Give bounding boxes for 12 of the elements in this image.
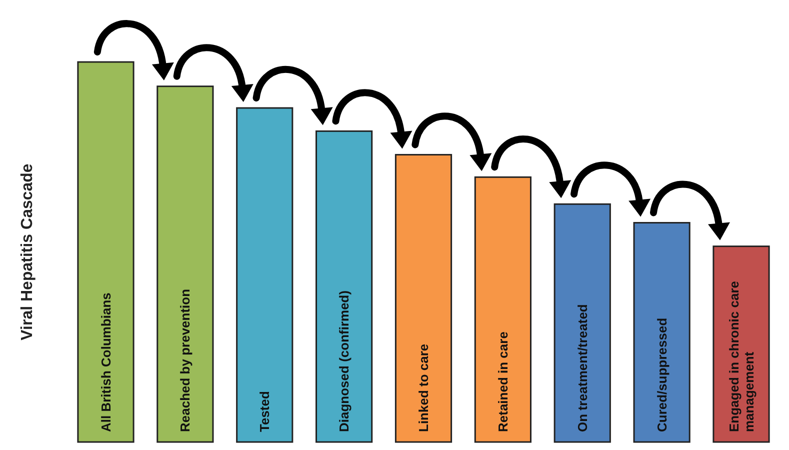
x-tick-label: Engaged in chronic care management bbox=[726, 281, 756, 432]
bar bbox=[712, 246, 770, 443]
x-tick-label: Linked to care bbox=[416, 344, 432, 432]
x-tick-label: On treatment/treated bbox=[574, 304, 590, 432]
x-tick-label: Tested bbox=[257, 391, 272, 432]
x-tick-label: All British Columbians bbox=[98, 292, 114, 432]
bar bbox=[554, 203, 611, 443]
y-axis-title: Viral Hepatitis Cascade bbox=[19, 164, 36, 340]
x-tick-label: Cured/suppressed bbox=[654, 318, 670, 432]
x-tick-label: Retained in care bbox=[495, 332, 510, 432]
x-tick-label: Reached by prevention bbox=[178, 288, 193, 432]
x-tick-label: Diagnosed (confirmed) bbox=[336, 290, 352, 432]
